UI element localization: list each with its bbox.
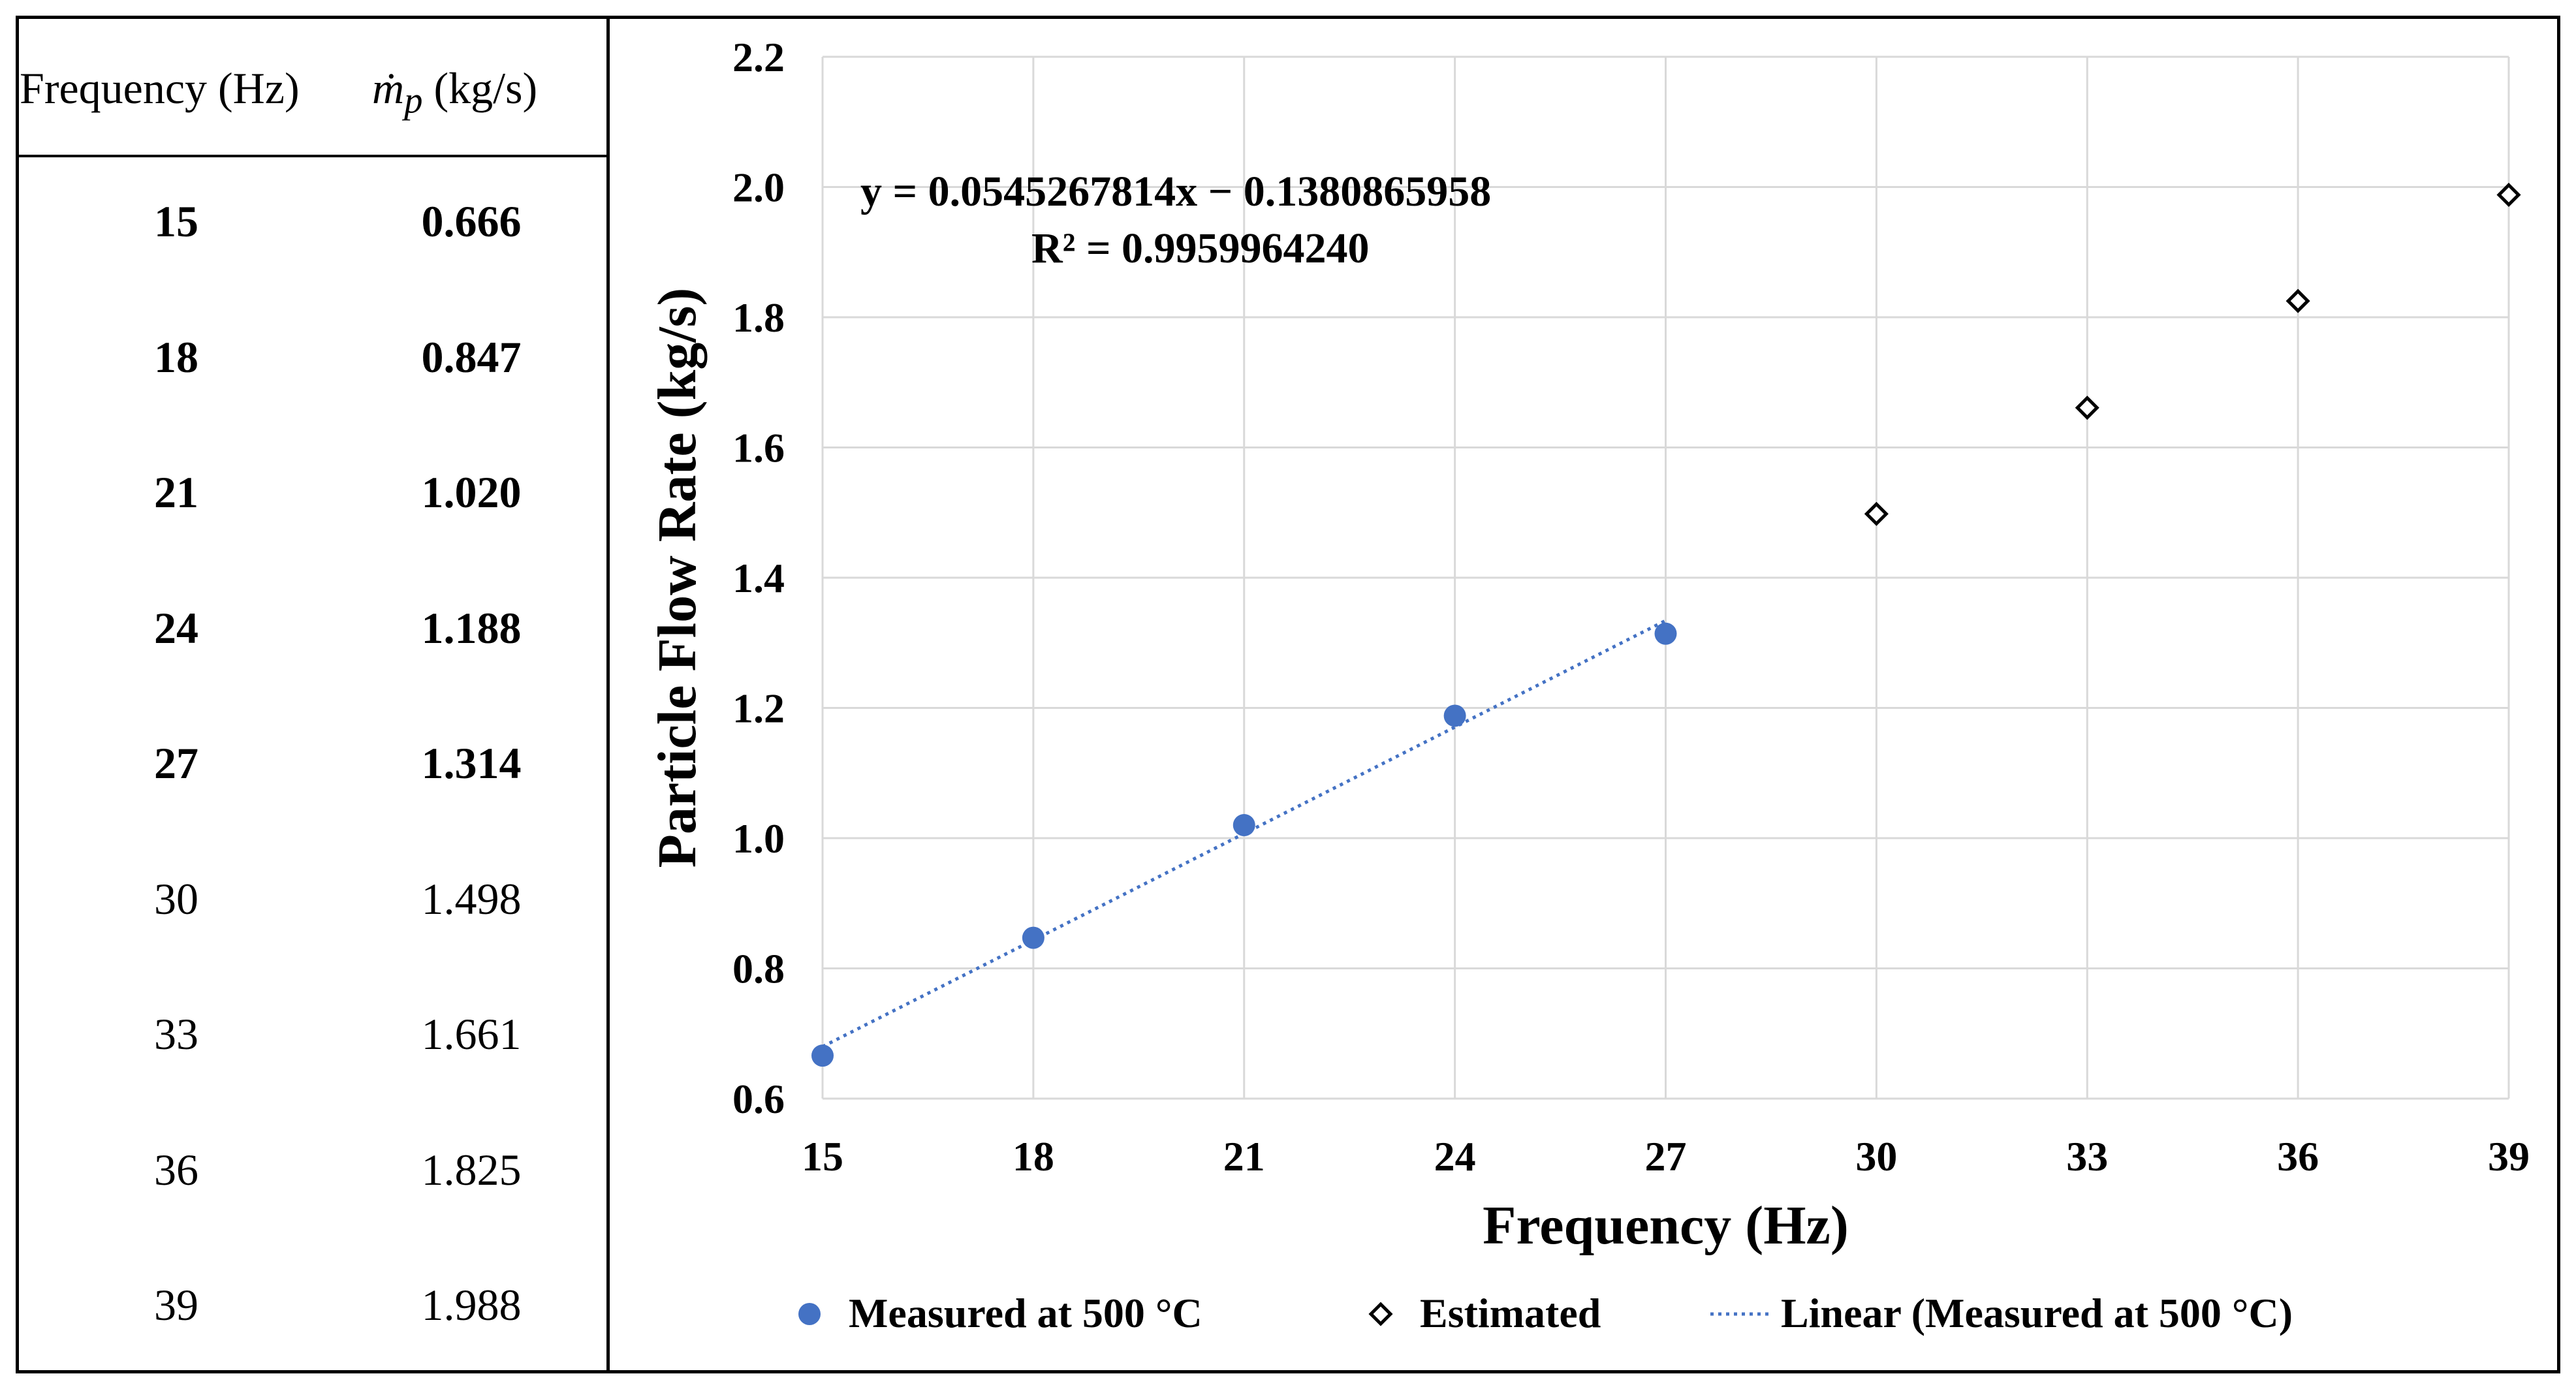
x-axis-title: Frequency (Hz) [1483, 1195, 1849, 1256]
x-tick-label: 18 [1013, 1133, 1054, 1180]
x-tick-label: 39 [2488, 1133, 2530, 1180]
table-header-frequency: Frequency (Hz) [20, 63, 300, 113]
trendline-equation: y = 0.0545267814x − 0.1380865958 [860, 168, 1491, 215]
legend-label-linear: Linear (Measured at 500 °C) [1781, 1290, 2293, 1336]
estimated-point [2285, 289, 2310, 313]
y-tick-label: 1.6 [732, 425, 785, 471]
y-tick-label: 1.2 [732, 685, 785, 732]
measured-point [1654, 622, 1677, 645]
legend-marker-measured [798, 1303, 821, 1325]
table-cell-flow-rate: 1.020 [421, 467, 522, 517]
trendline-r-squared: R² = 0.9959964240 [1031, 225, 1370, 272]
table-header-rule [16, 155, 610, 157]
measured-point [811, 1044, 834, 1067]
table-cell-flow-rate: 1.825 [421, 1144, 522, 1195]
table-cell-flow-rate: 0.666 [421, 196, 522, 246]
x-tick-label: 27 [1645, 1133, 1687, 1180]
table-cell-frequency: 27 [154, 738, 198, 788]
table-cell-frequency: 33 [154, 1009, 198, 1059]
table-cell-flow-rate: 1.188 [421, 603, 522, 653]
flow-subscript: p [404, 80, 423, 121]
x-tick-label: 21 [1223, 1133, 1265, 1180]
table-cell-flow-rate: 1.498 [421, 873, 522, 924]
x-tick-label: 30 [1855, 1133, 1897, 1180]
y-tick-label: 0.8 [732, 946, 785, 992]
x-tick-label: 33 [2066, 1133, 2108, 1180]
estimated-point [2496, 182, 2521, 208]
x-tick-label: 15 [802, 1133, 843, 1180]
estimated-point [2075, 396, 2099, 420]
x-tick-label: 24 [1434, 1133, 1476, 1180]
table-header-flow-rate: ṁp (kg/s) [372, 63, 537, 122]
table-cell-frequency: 30 [154, 873, 198, 924]
table-cell-frequency: 36 [154, 1144, 198, 1195]
y-tick-label: 1.4 [732, 555, 785, 601]
y-axis-title: Particle Flow Rate (kg/s) [647, 288, 708, 868]
legend-label-measured: Measured at 500 °C [849, 1290, 1202, 1336]
table-cell-flow-rate: 1.314 [421, 738, 522, 788]
y-tick-label: 1.8 [732, 294, 785, 341]
y-tick-label: 2.0 [732, 164, 785, 211]
measured-point [1233, 814, 1255, 837]
table-chart-divider [606, 16, 610, 1373]
legend-label-estimated: Estimated [1420, 1290, 1601, 1336]
estimated-point [1864, 501, 1889, 526]
y-tick-label: 1.0 [732, 815, 785, 862]
flow-symbol: ṁ [372, 63, 405, 113]
figure-frame [16, 16, 2560, 1373]
measured-point [1443, 704, 1466, 727]
table-cell-frequency: 39 [154, 1280, 198, 1330]
table-cell-frequency: 15 [154, 196, 198, 246]
table-cell-frequency: 18 [154, 332, 198, 382]
flow-unit: (kg/s) [422, 63, 538, 113]
measured-point [1022, 926, 1045, 949]
table-cell-frequency: 24 [154, 603, 198, 653]
table-cell-flow-rate: 1.988 [421, 1280, 522, 1330]
table-cell-flow-rate: 1.661 [421, 1009, 522, 1059]
x-tick-label: 36 [2277, 1133, 2319, 1180]
y-tick-label: 2.2 [732, 34, 785, 80]
table-cell-frequency: 21 [154, 467, 198, 517]
y-tick-label: 0.6 [732, 1076, 785, 1122]
table-cell-flow-rate: 0.847 [421, 332, 522, 382]
legend-marker-estimated [1368, 1302, 1393, 1326]
